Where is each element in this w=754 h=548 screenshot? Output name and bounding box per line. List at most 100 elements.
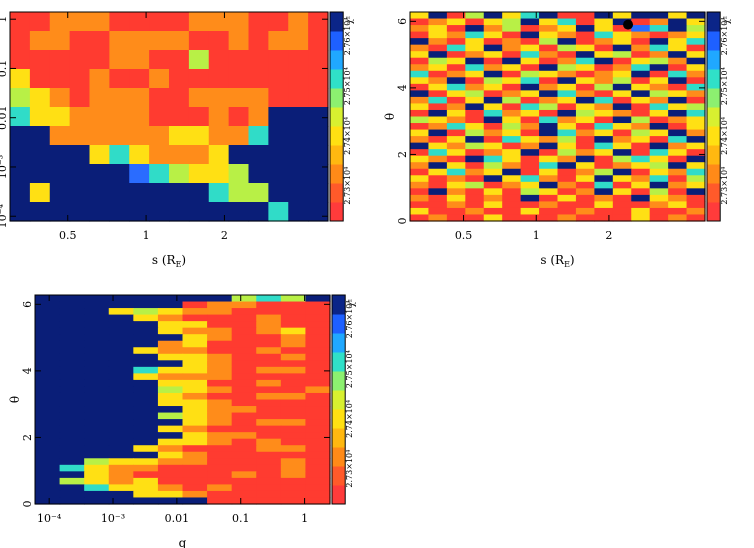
heatmap-cell [539,142,559,150]
heatmap-cell [35,477,61,486]
heatmap-cell [446,194,466,203]
heatmap-cell [256,334,282,342]
heatmap-cell [133,314,159,322]
heatmap-cell [157,353,184,361]
heatmap-cell [305,471,331,479]
heatmap-cell [256,366,282,374]
heatmap-cell [157,295,184,303]
heatmap-cell [133,353,159,361]
heatmap-cell [288,202,309,222]
heatmap-cell [594,162,614,170]
heatmap-cell [49,202,71,222]
heatmap-cell [108,347,134,355]
heatmap-cell [668,44,688,52]
heatmap-cell [465,51,485,59]
heatmap-cell [539,201,559,209]
heatmap-cell [29,202,51,222]
heatmap-cell [207,406,233,414]
heatmap-cell [631,109,651,118]
heatmap-cell [575,18,595,26]
heatmap-cell [594,31,614,39]
heatmap-cell [575,25,595,33]
heatmap-cell [649,142,669,150]
heatmap-cell [208,88,230,108]
heatmap-cell [520,136,540,144]
heatmap-cell [557,201,577,209]
heatmap-cell [59,386,85,394]
heatmap-cell [575,168,595,176]
heatmap-cell [108,477,134,486]
heatmap-cell [465,168,485,176]
heatmap-cell [502,201,522,209]
heatmap-cell [268,50,289,70]
heatmap-cell [231,360,257,368]
heatmap-cell [649,116,669,124]
heatmap-cell [305,464,331,472]
heatmap-cell [557,214,577,222]
heatmap-cell [520,31,540,39]
heatmap-cell [483,18,503,26]
heatmap-cell [49,31,71,51]
heatmap-cell [520,181,540,189]
heatmap-cell [465,38,485,46]
heatmap-cell [108,334,134,342]
heatmap-cell [410,136,430,144]
y-tick-label: 10⁻⁴ [0,204,9,229]
heatmap-cell [256,477,282,486]
heatmap-cell [108,301,134,309]
heatmap-cell [649,70,669,78]
heatmap-cell [256,308,282,316]
heatmap-cell [483,31,503,39]
heatmap-cell [248,183,269,203]
heatmap-cell [594,103,614,111]
heatmap-cell [308,164,329,184]
colorbar-swatch [707,183,721,203]
heatmap-cell [649,44,669,52]
x-axis-label-subscript: E [564,260,570,269]
heatmap-cell [594,64,614,72]
heatmap-cell [649,96,669,105]
heatmap-cell [539,77,559,85]
heatmap-cell [182,464,208,472]
heatmap-cell [308,50,329,70]
heatmap-cell [305,340,331,348]
heatmap-cell [49,145,71,165]
heatmap-cell [10,183,31,203]
heatmap-cell [557,103,577,111]
heatmap-cell [446,77,466,85]
heatmap-cell [59,477,85,486]
heatmap-cell [539,25,559,33]
heatmap-cell [428,18,448,26]
heatmap-cell [231,477,257,486]
y-tick-label: 0.01 [0,105,9,130]
heatmap-cell [29,50,51,70]
heatmap-cell [182,490,208,499]
heatmap-cell [288,145,309,165]
heatmap-cell [557,188,577,196]
heatmap-cell [109,107,130,127]
heatmap-cell [649,51,669,59]
heatmap-cell [256,445,282,453]
heatmap-cell [483,70,503,78]
heatmap-cell [182,327,208,335]
heatmap-cell [305,490,331,499]
heatmap-cell [268,107,289,127]
heatmap-cell [133,295,159,303]
heatmap-cell [248,145,269,165]
heatmap-cell [520,57,540,65]
heatmap-cell [182,295,208,303]
heatmap-cell [631,207,651,216]
heatmap-cell [288,88,309,108]
heatmap-cell [410,175,430,183]
colorbar-frame [331,294,346,505]
colorbar-tick-label: 2.76×10⁴ [720,17,729,55]
heatmap-cell [410,194,430,203]
heatmap-cell [446,18,466,26]
heatmap-cell [668,168,688,176]
heatmap-cell [35,490,61,499]
heatmap-cell [575,155,595,163]
heatmap-cell [539,194,559,203]
heatmap-cell [133,360,159,368]
heatmap-cell [668,116,688,124]
heatmap-cell [575,207,595,216]
